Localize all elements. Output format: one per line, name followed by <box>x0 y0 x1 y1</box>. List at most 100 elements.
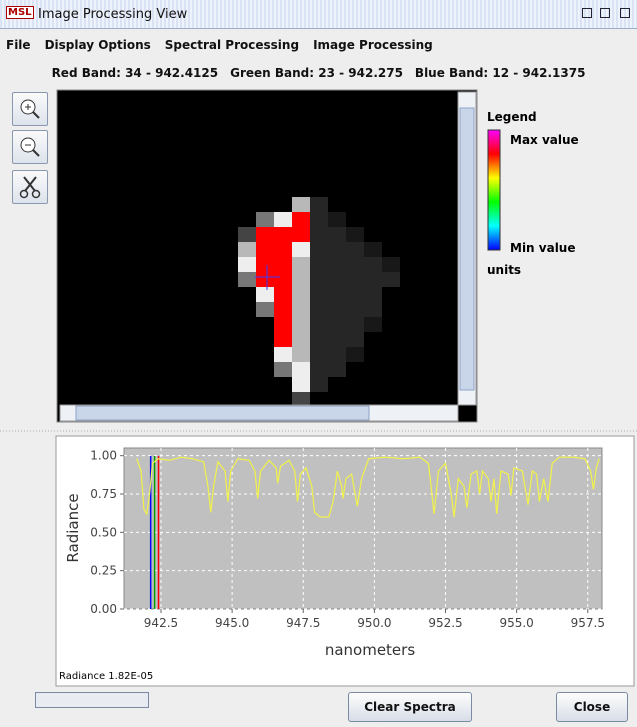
pixel <box>364 317 382 332</box>
pixel <box>328 242 346 257</box>
zoom-out-button[interactable] <box>12 130 48 164</box>
pixel <box>328 212 346 227</box>
pixel <box>274 227 292 242</box>
menu-item[interactable]: Image Processing <box>313 38 433 52</box>
title-bar: MSL Image Processing View <box>0 0 637 29</box>
pixel <box>274 272 292 287</box>
legend-title: Legend <box>487 110 537 124</box>
menu-bar: File Display Options Spectral Processing Im… <box>0 34 637 56</box>
pixel <box>274 332 292 347</box>
pixel <box>274 317 292 332</box>
band-label: Blue Band: 12 - 942.1375 <box>415 66 586 80</box>
pixel <box>292 287 310 302</box>
pixel <box>274 362 292 377</box>
y-tick-label: 0.00 <box>90 602 117 616</box>
menu-item[interactable]: File <box>6 38 31 52</box>
pixel <box>310 377 328 392</box>
x-tick-label: 950.0 <box>357 616 391 630</box>
x-tick-label: 945.0 <box>215 616 249 630</box>
pixel <box>274 287 292 302</box>
pixel <box>382 257 400 272</box>
x-axis-label: nanometers <box>325 641 416 659</box>
pixel <box>292 317 310 332</box>
y-tick-label: 1.00 <box>90 449 117 463</box>
pixel <box>256 212 274 227</box>
pixel <box>292 257 310 272</box>
pixel <box>310 332 328 347</box>
pixel <box>328 272 346 287</box>
pixel <box>310 227 328 242</box>
pixel <box>364 287 382 302</box>
band-label: Red Band: 34 - 942.4125 <box>52 66 219 80</box>
window-title: Image Processing View <box>38 7 187 22</box>
x-tick-label: 947.5 <box>286 616 320 630</box>
maximize-button[interactable] <box>600 8 610 18</box>
pixel <box>346 302 364 317</box>
x-tick-label: 955.0 <box>499 616 533 630</box>
clear-spectra-button[interactable]: Clear Spectra <box>348 692 472 722</box>
pixel <box>256 302 274 317</box>
pixel <box>310 272 328 287</box>
pixel <box>310 197 328 212</box>
pixel <box>346 287 364 302</box>
pixel <box>292 347 310 362</box>
pixel <box>238 227 256 242</box>
legend-gradient <box>488 130 500 250</box>
pixel <box>382 272 400 287</box>
app-icon: MSL <box>6 6 34 19</box>
pixel <box>292 362 310 377</box>
close-window-button[interactable] <box>620 8 630 18</box>
pixel <box>256 257 274 272</box>
pixel <box>346 272 364 287</box>
h-scroll-thumb[interactable] <box>76 406 369 420</box>
restore-button[interactable] <box>582 8 592 18</box>
pixel <box>310 212 328 227</box>
pixel <box>310 317 328 332</box>
pixel <box>328 227 346 242</box>
x-tick-label: 957.5 <box>571 616 605 630</box>
canvas: Legend Max value Min value units 0.000.2… <box>0 0 637 727</box>
pixel <box>346 332 364 347</box>
y-axis-label: Radiance <box>64 493 82 562</box>
close-button[interactable]: Close <box>556 692 628 722</box>
band-info: Red Band: 34 - 942.4125 Green Band: 23 - … <box>0 66 637 80</box>
legend-units: units <box>487 263 521 277</box>
progress-bar <box>35 692 149 708</box>
pixel <box>292 227 310 242</box>
band-label: Green Band: 23 - 942.275 <box>230 66 403 80</box>
y-tick-label: 0.75 <box>90 487 117 501</box>
pixel <box>328 257 346 272</box>
pixel <box>256 287 274 302</box>
pixel <box>310 347 328 362</box>
cut-button[interactable] <box>12 170 48 204</box>
x-tick-label: 952.5 <box>428 616 462 630</box>
zoom-in-button[interactable] <box>12 92 48 126</box>
pixel <box>310 362 328 377</box>
pixel <box>328 317 346 332</box>
pixel <box>310 257 328 272</box>
pixel <box>364 257 382 272</box>
v-scroll-thumb[interactable] <box>460 108 474 390</box>
pixel <box>328 362 346 377</box>
pixel <box>274 257 292 272</box>
pixel <box>274 347 292 362</box>
pixel <box>346 242 364 257</box>
menu-item[interactable]: Display Options <box>45 38 151 52</box>
pixel <box>238 272 256 287</box>
pixel <box>346 347 364 362</box>
pixel <box>364 302 382 317</box>
pixel <box>292 197 310 212</box>
y-tick-label: 0.50 <box>90 525 117 539</box>
pixel <box>310 287 328 302</box>
pixel <box>292 332 310 347</box>
legend-min: Min value <box>510 241 576 255</box>
pixel <box>346 257 364 272</box>
status-text: Radiance 1.82E-05 <box>59 671 153 682</box>
pixel <box>292 302 310 317</box>
x-tick-label: 942.5 <box>144 616 178 630</box>
pixel <box>292 272 310 287</box>
menu-item[interactable]: Spectral Processing <box>165 38 299 52</box>
pixel <box>364 242 382 257</box>
pixel <box>364 272 382 287</box>
pixel <box>274 242 292 257</box>
